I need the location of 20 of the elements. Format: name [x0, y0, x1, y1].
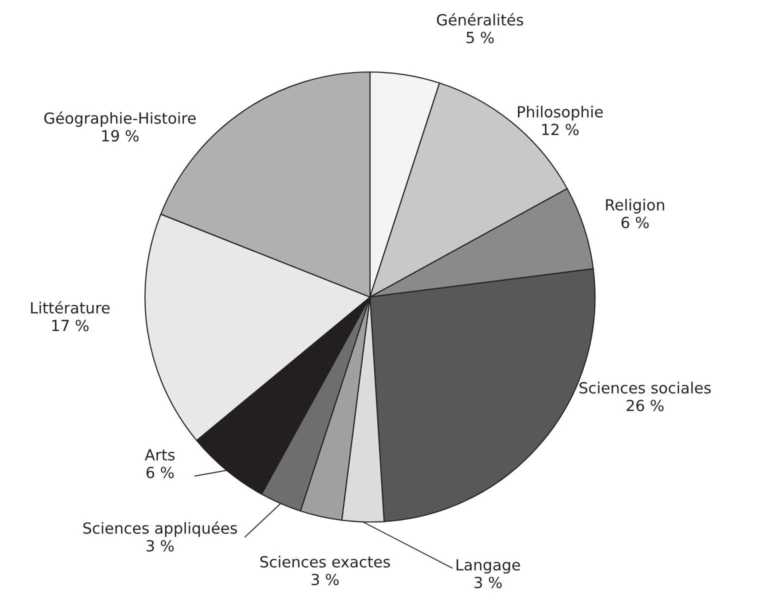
slice-label: Généralités: [436, 13, 524, 26]
slice-label: Littérature: [31, 301, 110, 314]
data-label: 3 %: [146, 540, 174, 552]
data-label: 12 %: [542, 124, 579, 136]
slice-label: Sciences exactes: [260, 556, 390, 568]
slice-label: Langage: [456, 559, 520, 574]
data-label: 19 %: [102, 130, 139, 142]
data-label: 3 %: [312, 574, 339, 586]
slice-label: Religion: [606, 198, 664, 214]
data-label: 6 %: [622, 216, 649, 228]
data-label: 6 %: [146, 466, 174, 478]
data-label: 5 %: [466, 32, 494, 44]
slice-label: Arts: [144, 449, 175, 461]
slice-label: Géographie-Histoire: [44, 111, 196, 127]
slice-label: Sciences sociales: [580, 382, 711, 394]
data-label: 26 %: [626, 400, 664, 412]
slice-label: Philosophie: [518, 106, 603, 121]
slice-label: Sciences appliquées: [83, 521, 237, 537]
data-label: 3 %: [474, 576, 502, 588]
data-label: 17 %: [52, 320, 89, 332]
